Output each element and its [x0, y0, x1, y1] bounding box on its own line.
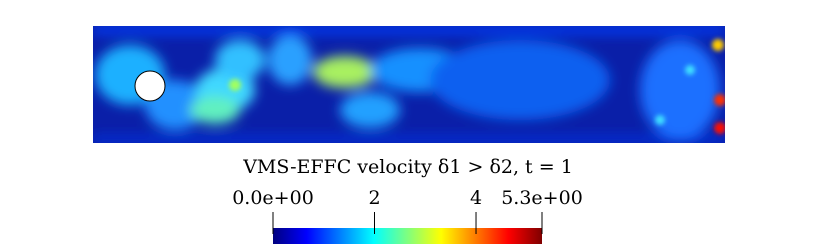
cylinder	[134, 70, 166, 102]
tick-label: 5.3e+00	[501, 187, 583, 209]
colorbar-title: VMS-EFFC velocity δ1 > δ2, t = 1	[242, 156, 573, 178]
tick-label: 2	[368, 187, 380, 209]
tick-label: 0.0e+00	[232, 187, 314, 209]
colorbar	[273, 228, 542, 244]
flow-field	[93, 26, 725, 143]
tick-label: 4	[470, 187, 482, 209]
